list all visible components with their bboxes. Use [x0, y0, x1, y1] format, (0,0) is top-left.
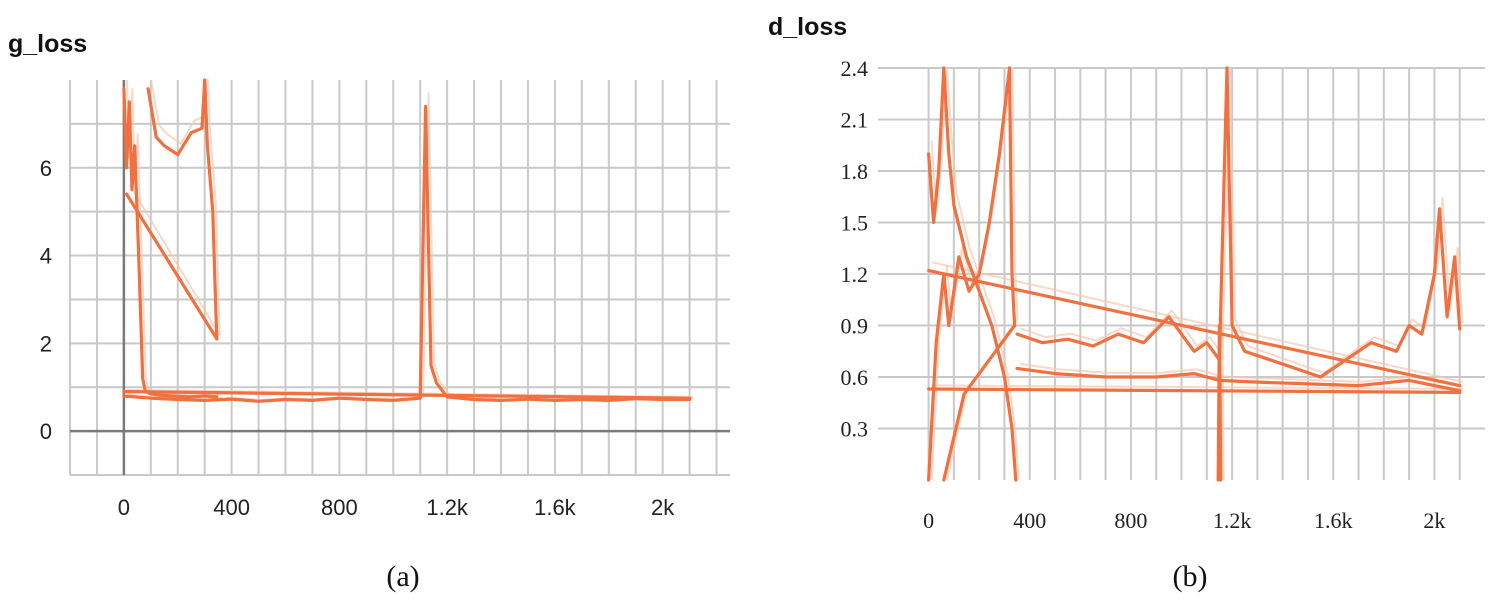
y-tick-label: 0.3 — [841, 417, 869, 442]
series-line — [1015, 66, 1462, 379]
panel-a-g-loss: g_loss 0 400 800 1.2k 1.6k 2k 0 2 4 6 (a) — [8, 30, 730, 593]
series-raw-line — [128, 184, 221, 336]
x-tick-labels: 0 400 800 1.2k 1.6k 2k — [118, 495, 676, 520]
x-tick-label: 0 — [118, 495, 130, 520]
series-line — [1015, 366, 1462, 393]
x-tick-label: 2k — [651, 495, 675, 520]
x-tick-label: 800 — [1114, 508, 1147, 533]
x-tick-label: 800 — [321, 495, 358, 520]
series-line — [146, 78, 219, 341]
y-tick-label: 0 — [40, 419, 52, 444]
panel-b-d-loss: d_loss 0 400 800 1.2k 1.6k 2k 0.3 0.6 0.9 1.2 1.5… — [768, 13, 1485, 593]
series-raw-line — [930, 67, 1020, 481]
series-raw-line — [1019, 67, 1464, 374]
y-tick-label: 1.8 — [841, 159, 869, 184]
series-line — [124, 192, 219, 341]
y-tick-label: 4 — [40, 244, 52, 269]
y-tick-label: 2 — [40, 331, 52, 356]
x-tick-label: 400 — [213, 495, 250, 520]
y-tick-label: 2.4 — [841, 56, 869, 81]
x-tick-label: 0 — [923, 508, 934, 533]
y-tick-label: 1.2 — [841, 262, 869, 287]
series-line — [942, 323, 1017, 482]
x-tick-label: 1.2k — [1213, 508, 1252, 533]
series-layer — [122, 78, 692, 403]
y-tick-label: 1.5 — [841, 211, 869, 236]
series-line — [926, 66, 1017, 482]
grid — [69, 80, 730, 476]
x-tick-label: 1.6k — [1314, 508, 1353, 533]
x-tick-label: 400 — [1013, 508, 1046, 533]
series-line — [122, 390, 692, 400]
x-tick-label: 1.6k — [534, 495, 577, 520]
panel-caption: (a) — [386, 560, 419, 593]
series-layer — [926, 66, 1462, 482]
chart-title: g_loss — [8, 30, 87, 58]
series-line — [926, 387, 1462, 394]
series-line — [122, 87, 219, 399]
series-line — [926, 66, 1018, 482]
series-raw-line — [150, 79, 221, 336]
y-tick-labels: 0.3 0.6 0.9 1.2 1.5 1.8 2.1 2.4 — [841, 56, 869, 442]
y-tick-label: 2.1 — [841, 108, 869, 133]
x-tick-label: 2k — [1423, 508, 1445, 533]
y-tick-label: 0.9 — [841, 314, 869, 339]
y-tick-label: 6 — [40, 156, 52, 181]
y-tick-labels: 0 2 4 6 — [40, 156, 52, 444]
series-raw-line — [931, 384, 1463, 390]
y-tick-label: 0.6 — [841, 365, 869, 390]
series-line — [122, 104, 692, 403]
x-tick-label: 1.2k — [426, 495, 469, 520]
series-raw-line — [931, 261, 1463, 383]
x-tick-labels: 0 400 800 1.2k 1.6k 2k — [923, 508, 1445, 533]
faint-series-layer — [125, 79, 693, 402]
panel-caption: (b) — [1173, 560, 1208, 593]
series-line — [926, 269, 1462, 388]
series-line — [1216, 323, 1223, 482]
chart-title: d_loss — [768, 13, 847, 41]
